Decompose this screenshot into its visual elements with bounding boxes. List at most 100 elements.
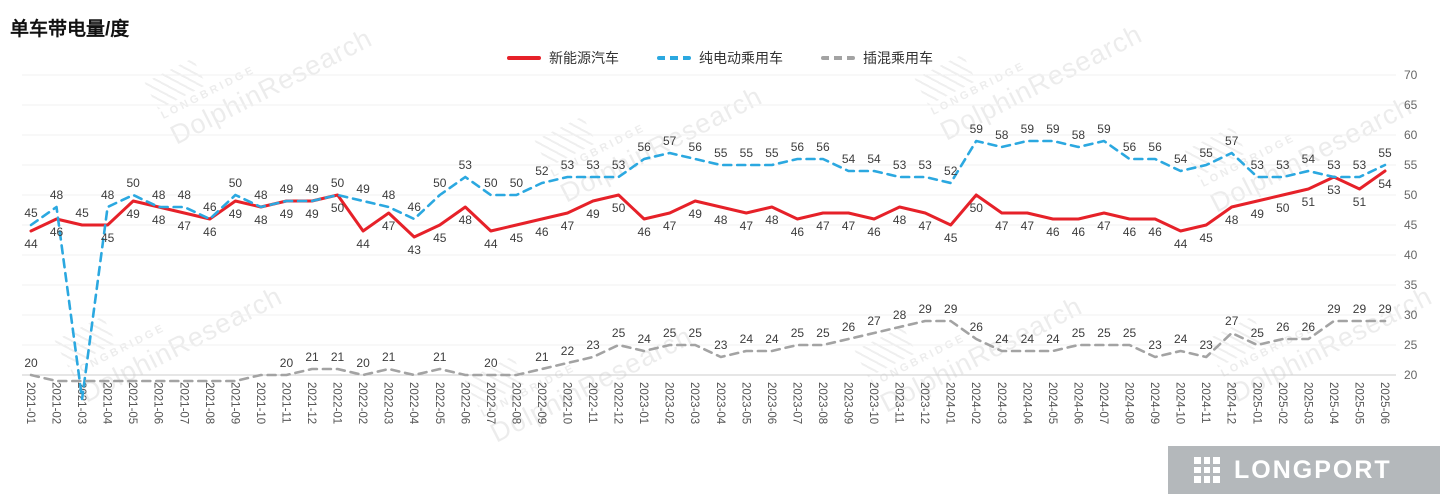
value-label: 21 [433, 350, 447, 364]
value-label: 26 [1276, 320, 1290, 334]
value-label: 23 [1199, 338, 1213, 352]
value-label: 53 [918, 158, 932, 172]
value-label: 21 [382, 350, 396, 364]
value-label: 50 [612, 201, 626, 215]
value-label: 55 [740, 146, 754, 160]
value-label: 43 [408, 243, 422, 257]
value-label: 53 [459, 158, 473, 172]
value-label: 45 [510, 231, 524, 245]
x-axis-tick-label: 2021-09 [228, 382, 240, 424]
value-label: 47 [740, 219, 754, 233]
value-label: 21 [331, 350, 345, 364]
value-label: 46 [408, 200, 422, 214]
x-axis-tick-label: 2021-05 [126, 382, 138, 424]
value-label: 48 [714, 213, 728, 227]
value-label: 24 [1046, 332, 1060, 346]
y-axis-tick-label: 45 [1404, 218, 1418, 232]
value-label: 46 [637, 225, 651, 239]
x-axis-tick-label: 2024-06 [1071, 382, 1083, 424]
value-label: 56 [816, 140, 830, 154]
value-label: 48 [101, 188, 115, 202]
value-label: 53 [561, 158, 575, 172]
value-label: 50 [484, 176, 498, 190]
value-label: 26 [1302, 320, 1316, 334]
value-label: 49 [586, 207, 600, 221]
value-label: 46 [1072, 225, 1086, 239]
value-label: 59 [1021, 122, 1035, 136]
x-axis-tick-label: 2022-02 [356, 382, 368, 424]
value-label: 55 [714, 146, 728, 160]
x-axis-tick-label: 2024-02 [969, 382, 981, 424]
x-axis-tick-label: 2022-05 [433, 382, 445, 424]
legend-item-phev[interactable]: 插混乘用车 [821, 48, 933, 68]
value-label: 24 [995, 332, 1009, 346]
value-label: 46 [1046, 225, 1060, 239]
value-label: 49 [305, 207, 319, 221]
y-axis-tick-label: 70 [1404, 68, 1418, 82]
value-label: 45 [75, 206, 89, 220]
value-label: 26 [842, 320, 856, 334]
value-label: 24 [765, 332, 779, 346]
value-label: 45 [433, 231, 447, 245]
x-axis-tick-label: 2021-10 [254, 382, 266, 424]
value-label: 52 [944, 164, 958, 178]
value-label: 25 [1251, 326, 1265, 340]
value-label: 59 [970, 122, 984, 136]
value-label: 59 [1097, 122, 1111, 136]
value-label: 27 [1225, 314, 1239, 328]
value-label: 53 [612, 158, 626, 172]
legend-swatch-red-line [507, 56, 541, 60]
series-line-2 [29, 319, 1387, 383]
value-label: 21 [535, 350, 549, 364]
value-label: 46 [867, 225, 881, 239]
value-label: 49 [127, 207, 141, 221]
value-label: 24 [1174, 332, 1188, 346]
x-axis-tick-label: 2023-08 [816, 382, 828, 424]
value-label: 50 [1276, 201, 1290, 215]
x-axis-tick-label: 2022-12 [612, 382, 624, 424]
x-axis-tick-label: 2024-09 [1148, 382, 1160, 424]
value-label: 47 [382, 219, 396, 233]
x-axis-tick-label: 2022-07 [484, 382, 496, 424]
value-label: 24 [1021, 332, 1035, 346]
value-label: 55 [1378, 146, 1392, 160]
chart-title: 单车带电量/度 [10, 19, 130, 40]
x-axis-tick-label: 2024-11 [1199, 382, 1211, 423]
value-label: 24 [637, 332, 651, 346]
x-axis-tick-label: 2023-03 [688, 382, 700, 424]
value-label: 53 [1276, 158, 1290, 172]
value-label: 56 [1123, 140, 1137, 154]
value-label: 20 [280, 356, 294, 370]
longport-brand-name: LONGPORT [1234, 455, 1392, 484]
x-axis-tick-label: 2021-08 [203, 382, 215, 424]
x-axis-tick-label: 2021-04 [101, 382, 113, 425]
y-axis-tick-label: 35 [1404, 278, 1418, 292]
x-axis-tick-label: 2023-09 [842, 382, 854, 424]
value-label: 20 [356, 356, 370, 370]
value-label: 47 [178, 219, 192, 233]
value-label: 20 [24, 356, 38, 370]
value-label: 25 [663, 326, 677, 340]
value-label: 54 [1302, 152, 1316, 166]
value-label: 25 [791, 326, 805, 340]
value-label: 49 [280, 182, 294, 196]
x-axis-tick-label: 2023-01 [637, 382, 649, 424]
value-label: 46 [1148, 225, 1162, 239]
legend-swatch-blue-dashed-line [657, 56, 691, 60]
x-axis-tick-label: 2024-05 [1046, 382, 1058, 424]
x-axis-tick-label: 2025-03 [1301, 382, 1313, 424]
value-label: 58 [1072, 128, 1086, 142]
value-label: 53 [1251, 158, 1265, 172]
value-label: 22 [561, 344, 575, 358]
x-axis-tick-label: 2021-11 [279, 382, 291, 423]
value-label: 54 [867, 152, 881, 166]
legend-item-bev[interactable]: 纯电动乘用车 [657, 48, 783, 68]
value-label: 29 [1378, 302, 1392, 316]
value-label: 50 [229, 176, 243, 190]
value-label: 48 [50, 188, 64, 202]
longport-logo-icon [1194, 457, 1220, 483]
legend-item-nev[interactable]: 新能源汽车 [507, 48, 619, 68]
x-axis-tick-label: 2022-03 [382, 382, 394, 424]
value-label: 49 [356, 182, 370, 196]
value-label: 25 [1123, 326, 1137, 340]
